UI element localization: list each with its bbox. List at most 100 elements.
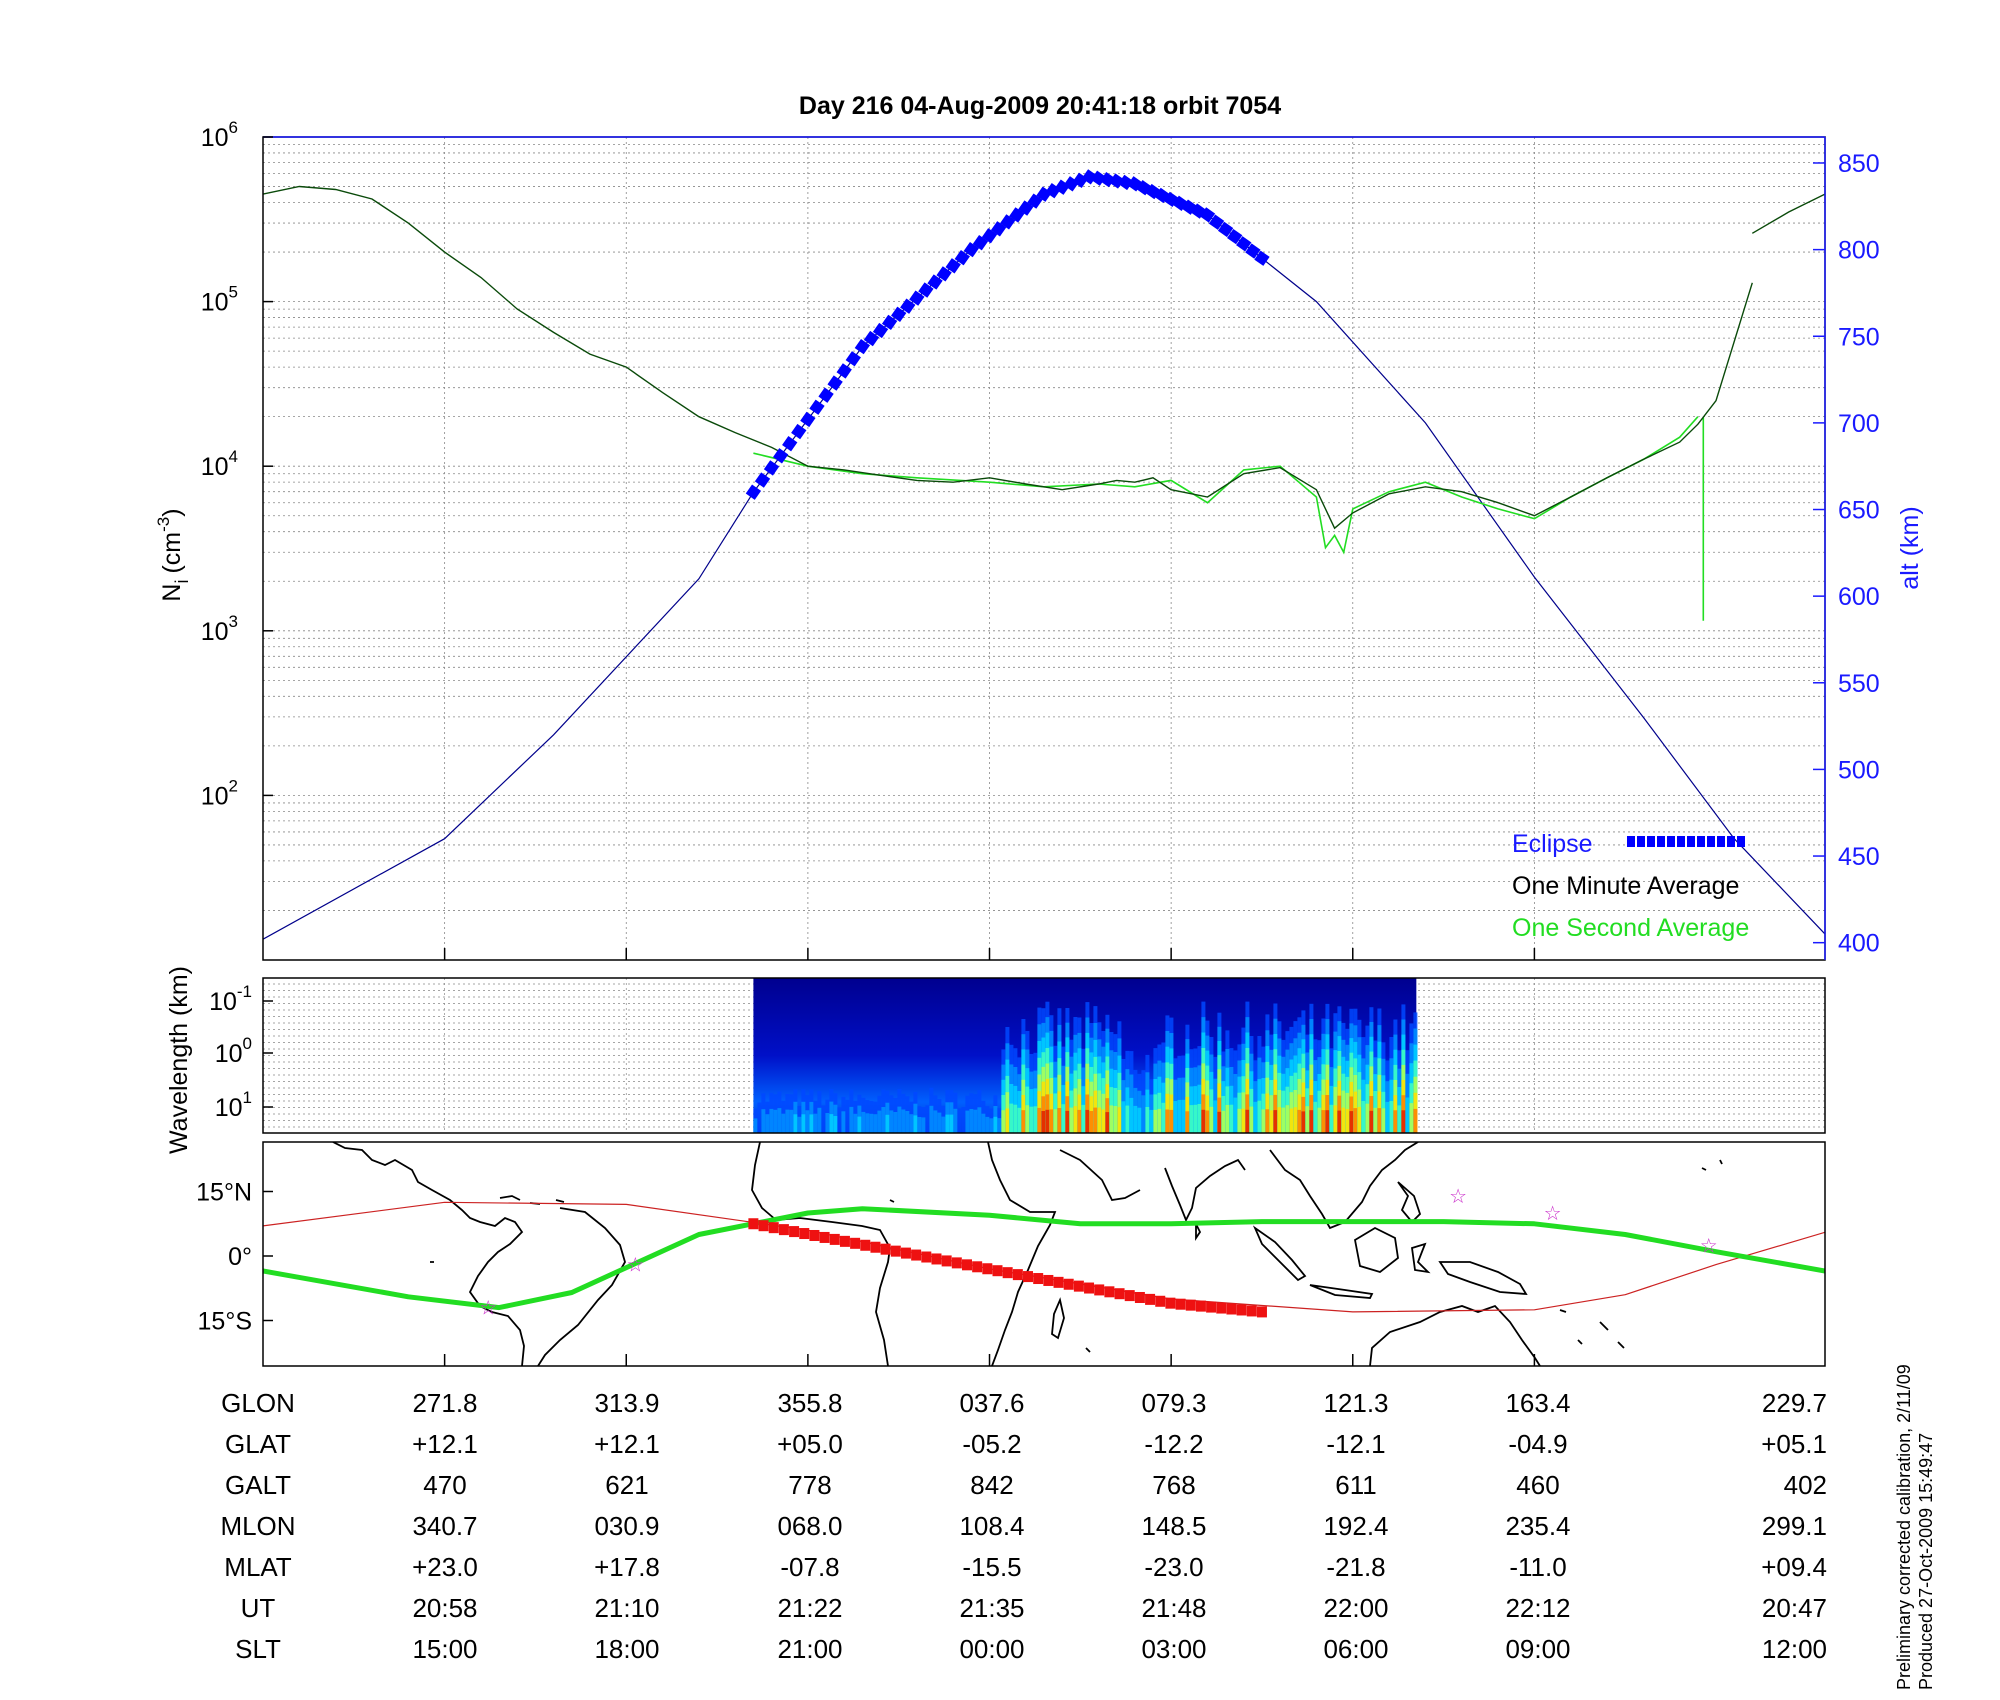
orbit-table-cell: +09.4: [1761, 1552, 1827, 1582]
spectrogram-cell: [909, 1114, 914, 1133]
spectrogram-cell: [913, 1115, 918, 1133]
spectrogram-cell: [1257, 1100, 1262, 1133]
coastline-pacific-islands: [430, 1159, 1723, 1353]
spectrogram-cell: [1193, 1104, 1198, 1133]
spectrogram-cell: [1293, 1107, 1298, 1133]
altitude-y-tick-label: 850: [1838, 150, 1880, 178]
coastline-africa: [751, 1142, 891, 1366]
orbit-table-cell: +17.8: [594, 1552, 660, 1582]
eclipse-marker: [745, 484, 762, 500]
spectrogram-cell: [1217, 1111, 1222, 1133]
eclipse-track-marker: [890, 1245, 901, 1257]
eclipse-track-marker: [1094, 1284, 1105, 1296]
spectrogram-cell: [1005, 1108, 1010, 1133]
spectrogram-cell: [1253, 1101, 1258, 1133]
orbit-table-cell: -21.8: [1326, 1552, 1385, 1582]
eclipse-marker: [845, 351, 861, 367]
spectrogram-cell: [873, 1114, 878, 1133]
altitude-y-tick-label: 750: [1838, 323, 1880, 351]
spectrogram-cell: [1365, 1103, 1370, 1133]
spectrogram-cell: [1013, 1104, 1018, 1133]
eclipse-track-marker: [1033, 1273, 1044, 1285]
eclipse-marker: [827, 375, 843, 391]
spectrogram-cell: [1341, 1107, 1346, 1133]
orbit-table-cell: -12.1: [1326, 1429, 1385, 1459]
spectrogram-cell: [1029, 1106, 1034, 1133]
spectrogram-cell: [1021, 1110, 1026, 1133]
orbit-table-cell: 768: [1152, 1470, 1195, 1500]
spectrogram-cell: [921, 1117, 926, 1133]
legend-eclipse-square: [1657, 836, 1665, 847]
spectrogram-y-ticks: 10-1 100 101: [209, 982, 273, 1122]
spectrogram-image: [753, 978, 1418, 1133]
spectrogram-cell: [1393, 1110, 1398, 1133]
legend-one-second-label: One Second Average: [1512, 914, 1749, 942]
spectrogram-y-label: Wavelength (km): [165, 966, 193, 1154]
spectrogram-cell: [1241, 1108, 1246, 1133]
spectrogram-cell: [1037, 1107, 1042, 1133]
eclipse-marker: [909, 290, 925, 306]
spectrogram-cell: [1141, 1095, 1146, 1133]
eclipse-marker: [854, 338, 871, 355]
spectrogram-cell: [893, 1112, 898, 1133]
spectrogram-cell: [929, 1105, 934, 1133]
legend-eclipse-square: [1627, 836, 1635, 847]
eclipse-track-marker: [1043, 1274, 1054, 1286]
eclipse-marker: [1000, 214, 1016, 230]
coastline-java: [1309, 1284, 1374, 1299]
eclipse-track-marker: [1236, 1304, 1247, 1316]
spectrogram-cell: [1237, 1108, 1242, 1133]
legend-eclipse-square: [1737, 836, 1745, 847]
spectrogram-cell: [1077, 1109, 1082, 1133]
spectrogram-cell: [1109, 1105, 1114, 1133]
altitude-y-tick-label: 650: [1838, 497, 1880, 525]
orbit-table-row-label: MLON: [220, 1511, 295, 1541]
spectrogram-cell: [853, 1113, 858, 1133]
eclipse-track-marker: [1226, 1303, 1237, 1315]
eclipse-marker: [990, 221, 1007, 237]
station-star-marker: ☆: [1700, 1233, 1718, 1257]
spectrogram-cell: [1333, 1105, 1338, 1133]
orbit-table-cell: +05.1: [1761, 1429, 1827, 1459]
orbit-table-cell: 355.8: [777, 1388, 842, 1418]
legend-eclipse-marker: [1627, 836, 1745, 847]
legend-eclipse-square: [1707, 836, 1715, 847]
legend-eclipse-square: [1717, 836, 1725, 847]
chart-title: Day 216 04-Aug-2009 20:41:18 orbit 7054: [799, 92, 1281, 120]
eclipse-marker: [1018, 200, 1034, 216]
spectrogram-cell: [1173, 1101, 1178, 1133]
orbit-table-cell: 21:48: [1141, 1593, 1206, 1623]
spectrogram-cell: [1389, 1101, 1394, 1133]
spectrogram-cell: [1145, 1107, 1150, 1133]
spectrogram-cell: [1413, 1108, 1418, 1133]
orbit-table-cell: +12.1: [412, 1429, 478, 1459]
eclipse-track-marker: [992, 1265, 1003, 1277]
spectrogram-cell: [1409, 1103, 1414, 1133]
density-series: [263, 169, 1825, 940]
legend-eclipse-square: [1667, 836, 1675, 847]
spectrogram-cell: [949, 1114, 954, 1133]
orbit-table-row-label: GALT: [225, 1470, 291, 1500]
spectrogram-cell: [1317, 1107, 1322, 1133]
eclipse-marker: [818, 387, 834, 403]
orbit-table-cell: 079.3: [1141, 1388, 1206, 1418]
eclipse-track-marker: [819, 1231, 830, 1243]
spectrogram-cell: [1053, 1109, 1058, 1133]
coastline-sulawesi: [1411, 1242, 1431, 1274]
spectrogram-cell: [977, 1107, 982, 1133]
orbit-table-cell: -11.0: [1509, 1552, 1566, 1582]
spectrogram-cell: [869, 1113, 874, 1133]
spectrogram-cell: [1033, 1106, 1038, 1133]
spectrogram-cell: [1269, 1110, 1274, 1133]
spectrogram-cell: [1045, 1109, 1050, 1133]
orbit-table-row-label: MLAT: [224, 1552, 292, 1582]
spectrogram-cell: [905, 1111, 910, 1133]
orbit-table-cell: 20:47: [1762, 1593, 1827, 1623]
spectrogram-cell: [781, 1113, 786, 1133]
eclipse-track-marker: [1195, 1300, 1206, 1312]
orbit-table-cell: 235.4: [1505, 1511, 1570, 1541]
eclipse-track-marker: [1012, 1269, 1023, 1281]
spectrogram-cell: [1277, 1107, 1282, 1133]
one-minute-average-line-end: [1751, 193, 1825, 234]
eclipse-track-marker: [972, 1261, 983, 1273]
